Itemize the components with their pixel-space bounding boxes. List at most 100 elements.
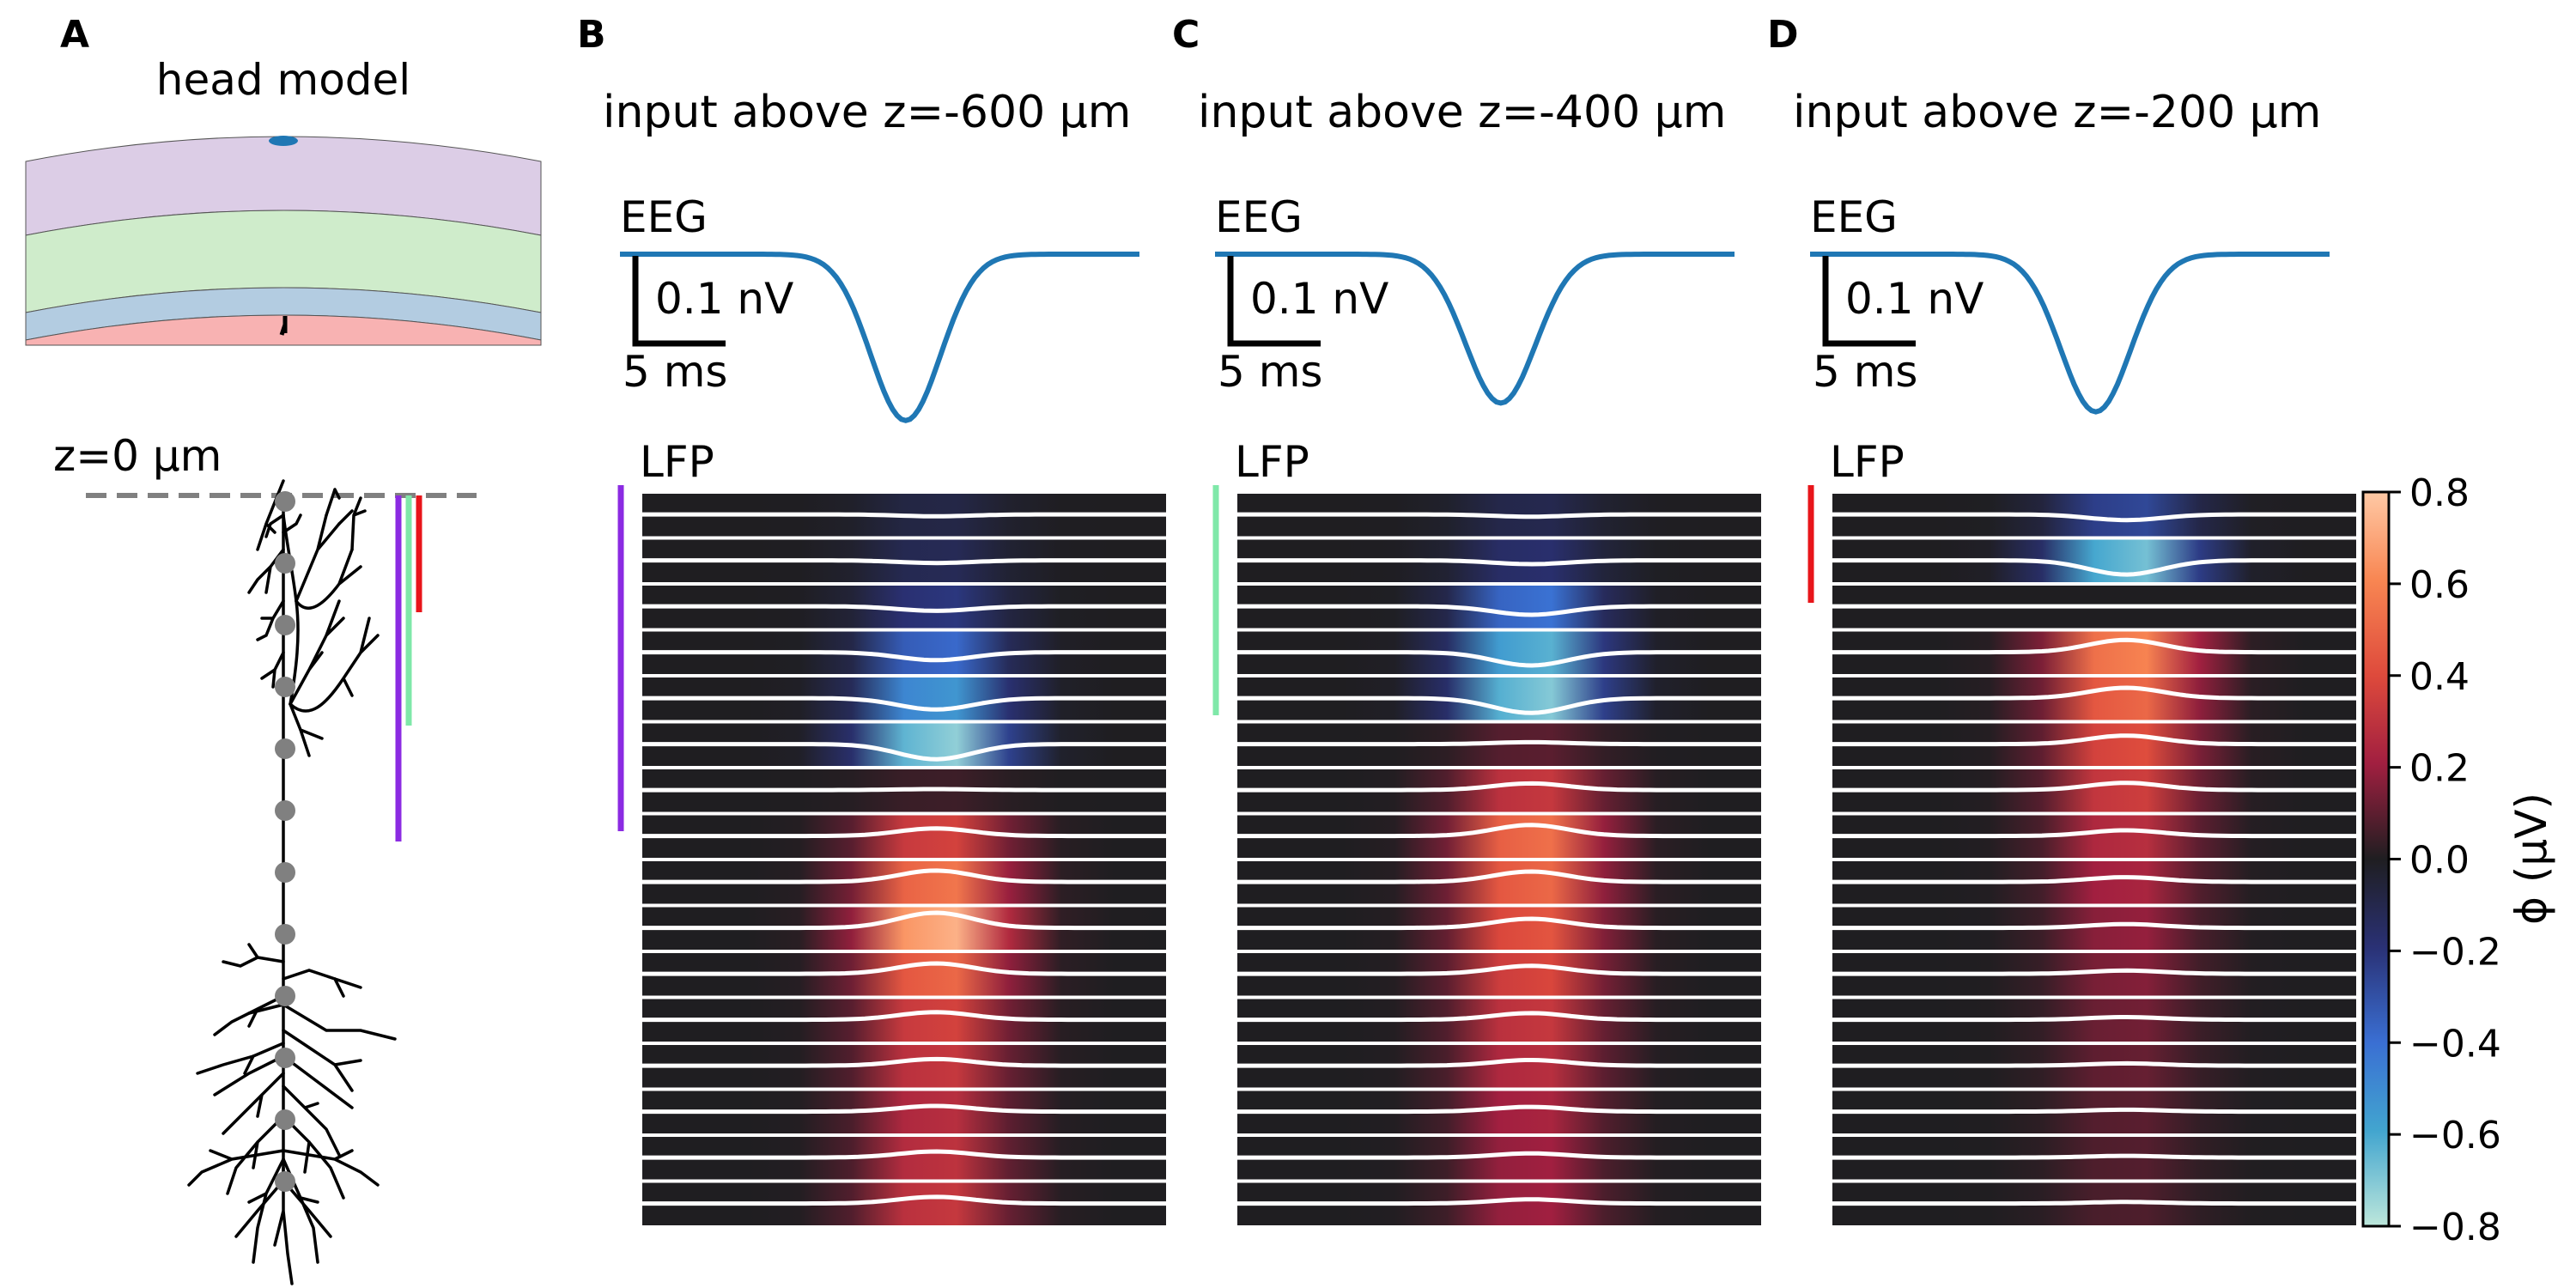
panel-c-title: input above z=-400 µm: [1198, 87, 1726, 138]
lfp-trace: [642, 558, 1166, 566]
lfp-trace: [1237, 1197, 1761, 1206]
depth-label: z=0 µm: [53, 431, 222, 481]
panel-a-letter: A: [60, 13, 89, 57]
small-neuron-icon: [279, 316, 288, 336]
panel-d-lfp-grid: [1832, 494, 2356, 1225]
panel-b-scale-time: 5 ms: [623, 347, 727, 397]
head-model-diagram: [25, 136, 542, 346]
neuron-morphology: [187, 479, 397, 1285]
lfp-trace: [1237, 739, 1761, 747]
colorbar: 0.8 0.6 0.4 0.2 0.0 −0.2 −0.4 −0.6 −0.8 ϕ (µV): [2361, 471, 2556, 1249]
lfp-trace: [642, 1194, 1166, 1206]
colorbar-tick-label: −0.8: [2409, 1206, 2501, 1249]
lfp-trace: [1237, 869, 1761, 884]
lfp-trace: [1832, 1015, 2356, 1023]
colorbar-tick-label: 0.0: [2409, 839, 2470, 883]
lfp-trace: [642, 512, 1166, 519]
colorbar-gradient: [2361, 490, 2391, 1228]
lfp-trace: [1832, 512, 2356, 523]
lfp-trace: [1237, 604, 1761, 617]
lfp-trace: [1832, 1200, 2356, 1206]
lfp-trace: [1832, 685, 2356, 701]
lfp-trace: [642, 1149, 1166, 1160]
lfp-trace: [642, 1056, 1166, 1068]
lfp-trace: [1832, 733, 2356, 747]
lfp-trace: [642, 1010, 1166, 1023]
lfp-trace: [1237, 512, 1761, 519]
lfp-trace: [642, 650, 1166, 663]
lfp-trace: [642, 742, 1166, 762]
lfp-trace: [1832, 968, 2356, 976]
panel-c-letter: C: [1172, 13, 1200, 57]
lfp-trace: [1237, 1011, 1761, 1023]
colorbar-tick-label: 0.2: [2409, 747, 2470, 791]
lfp-trace: [642, 696, 1166, 712]
panel-c-eeg-trace: [1215, 252, 1735, 406]
panel-b-scale-amplitude: 0.1 nV: [655, 274, 793, 324]
eeg-electrode: [269, 136, 298, 146]
lfp-trace: [642, 910, 1166, 931]
lfp-trace: [1832, 637, 2356, 655]
lfp-trace: [1832, 875, 2356, 884]
panel-b-lfp-label: LFP: [640, 437, 714, 487]
lfp-trace: [1832, 1153, 2356, 1160]
colorbar-tick-label: 0.4: [2409, 655, 2470, 699]
panel-c-scale-amplitude: 0.1 nV: [1250, 274, 1388, 324]
lfp-trace: [1237, 1151, 1761, 1160]
panel-b-eeg-label: EEG: [620, 192, 708, 242]
panel-b: B input above z=-600 µm EEG 0.1 nV 5 ms …: [577, 13, 1166, 1225]
lfp-trace: [1237, 1058, 1761, 1068]
colorbar-tick-label: −0.6: [2409, 1114, 2501, 1157]
electrode-markers: [275, 491, 295, 1192]
lfp-trace: [1237, 781, 1761, 793]
lfp-trace: [1832, 781, 2356, 793]
panel-d-scale-time: 5 ms: [1813, 347, 1917, 397]
panel-c-scalebar: [1227, 256, 1321, 347]
lfp-trace: [642, 826, 1166, 839]
panel-d-scale-amplitude: 0.1 nV: [1845, 274, 1984, 324]
panel-d-lfp-label: LFP: [1830, 437, 1905, 487]
panel-d-scalebar: [1822, 256, 1916, 347]
lfp-trace: [642, 787, 1166, 793]
panel-b-scalebar: [632, 256, 726, 347]
panel-d-letter: D: [1767, 13, 1799, 57]
colorbar-label: ϕ (µV): [2506, 793, 2556, 925]
lfp-trace: [1832, 828, 2356, 839]
panel-b-eeg-trace: [620, 252, 1139, 423]
lfp-trace: [1237, 916, 1761, 931]
panel-b-lfp-grid: [642, 494, 1166, 1225]
panel-c-scale-time: 5 ms: [1218, 347, 1322, 397]
colorbar-tick-label: −0.2: [2409, 930, 2501, 974]
lfp-trace: [1237, 696, 1761, 715]
panel-d-eeg-label: EEG: [1810, 192, 1898, 242]
panel-d: D input above z=-200 µm EEG 0.1 nV 5 ms …: [1767, 13, 2356, 1225]
lfp-trace: [642, 604, 1166, 613]
colorbar-tick-label: 0.6: [2409, 563, 2470, 607]
panel-c-lfp-grid: [1237, 494, 1761, 1225]
lfp-trace: [1832, 1107, 2356, 1115]
colorbar-tick-label: 0.8: [2409, 471, 2470, 515]
head-model-title: head model: [156, 55, 410, 105]
lfp-trace: [1237, 963, 1761, 976]
colorbar-tick-label: −0.4: [2409, 1022, 2501, 1066]
lfp-trace: [1832, 921, 2356, 931]
panel-b-letter: B: [577, 13, 606, 57]
lfp-trace: [642, 1103, 1166, 1115]
lfp-trace: [1832, 558, 2356, 577]
panel-a: A head model z=0 µm: [25, 13, 542, 1285]
lfp-trace: [1237, 823, 1761, 839]
panel-c-eeg-label: EEG: [1215, 192, 1303, 242]
lfp-trace: [1237, 558, 1761, 567]
colorbar-ticks: 0.8 0.6 0.4 0.2 0.0 −0.2 −0.4 −0.6 −0.8: [2389, 471, 2501, 1249]
lfp-trace: [1237, 1104, 1761, 1115]
panel-d-title: input above z=-200 µm: [1793, 87, 2321, 138]
panel-d-eeg-trace: [1810, 252, 2330, 415]
lfp-trace: [642, 868, 1166, 884]
lfp-trace: [1832, 1060, 2356, 1068]
lfp-trace: [642, 961, 1166, 976]
panel-c-lfp-label: LFP: [1235, 437, 1309, 487]
panel-b-title: input above z=-600 µm: [603, 87, 1131, 138]
panel-c: C input above z=-400 µm EEG 0.1 nV 5 ms …: [1172, 13, 1761, 1225]
lfp-trace: [1237, 650, 1761, 668]
